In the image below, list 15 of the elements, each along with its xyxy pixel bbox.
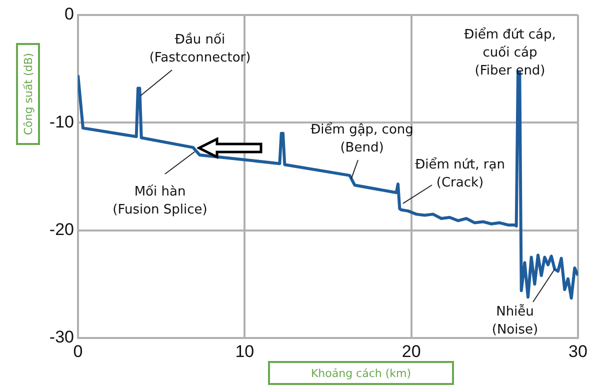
y-axis-title: Công suất (dB) xyxy=(16,43,40,145)
annotation: Đầu nối (Fastconnector) xyxy=(149,31,251,66)
x-tick-label: 10 xyxy=(235,342,254,361)
y-tick-label: -20 xyxy=(49,220,74,240)
y-tick-label: -30 xyxy=(49,328,74,347)
annotation: Mối hàn (Fusion Splice) xyxy=(112,184,208,218)
annotation: Điểm gập, cong (Bend) xyxy=(310,121,414,156)
annotation: Điểm đứt cáp, cuối cáp (Fiber end) xyxy=(464,26,556,78)
x-tick-label: 20 xyxy=(402,342,421,361)
y-tick-label: -10 xyxy=(49,112,74,132)
x-tick-label: 30 xyxy=(568,342,588,361)
x-axis-title: Khoảng cách (km) xyxy=(268,361,454,385)
annotation: Nhiễu (Noise) xyxy=(492,303,538,338)
y-tick-label: 0 xyxy=(64,4,74,24)
annotation: Điểm nứt, rạn (Crack) xyxy=(415,156,505,190)
